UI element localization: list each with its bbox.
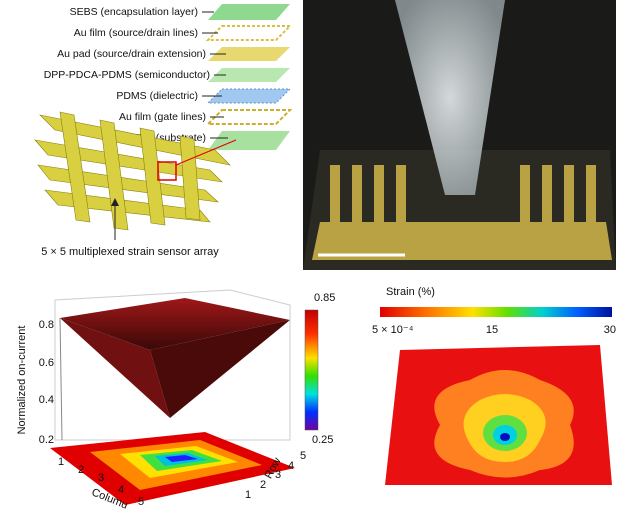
layer (208, 131, 290, 150)
arrow-head (111, 198, 119, 206)
layer-label: DPP-PDCA-PDMS (semiconductor) (44, 69, 210, 81)
strain-tick: 5 × 10⁻⁴ (372, 324, 414, 336)
z-tick-label: 0.6 (39, 357, 54, 369)
layer-label: PDMS (dielectric) (116, 90, 198, 102)
caption: 5 × 5 multiplexed strain sensor array (41, 246, 219, 258)
row-tick: 4 (288, 460, 294, 472)
layer (208, 47, 290, 61)
colorbar-max: 0.85 (314, 292, 335, 304)
surface-plot (50, 289, 295, 505)
layer-stack (205, 4, 293, 150)
row-tick: 3 (275, 469, 281, 481)
layer (205, 109, 293, 125)
col-tick: 5 (138, 496, 144, 508)
arrows (202, 11, 228, 139)
row-tick: 5 (300, 450, 306, 462)
layer-label: Au film (gate lines) (119, 111, 206, 123)
z-tick-label: 0.2 (39, 434, 54, 446)
strain-tick: 15 (486, 324, 498, 336)
colorbar-min: 0.25 (312, 434, 333, 446)
row-tick: 2 (260, 479, 266, 491)
col-tick: 3 (98, 472, 104, 484)
z-ticks: 0.2 0.4 0.6 0.8 (39, 319, 54, 446)
col-tick: 4 (118, 484, 124, 496)
strain-colorbar (380, 307, 612, 317)
layer (206, 88, 292, 104)
layer-label: Au film (source/drain lines) (74, 27, 198, 39)
strain-title: Strain (%) (386, 286, 435, 298)
layer-label: SEBS (encapsulation layer) (70, 6, 198, 18)
z-tick-label: 0.4 (39, 394, 54, 406)
layer (208, 68, 290, 82)
row-tick: 1 (245, 489, 251, 501)
photo (303, 0, 616, 270)
strain-tick: 30 (604, 324, 616, 336)
z-tick-label: 0.8 (39, 319, 54, 331)
layer (208, 4, 290, 20)
layer (205, 25, 293, 41)
colorbar (304, 309, 319, 431)
col-tick: 1 (58, 456, 64, 468)
layer-label: Au pad (source/drain extension) (57, 48, 206, 60)
x-ticks: 1 2 3 4 5 1 2 3 4 5 (58, 450, 306, 508)
z-axis-label: Normalized on-current (16, 326, 28, 435)
sensor-mesh (34, 111, 237, 231)
strain-map (385, 345, 612, 485)
col-tick: 2 (78, 464, 84, 476)
